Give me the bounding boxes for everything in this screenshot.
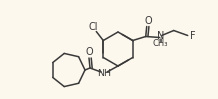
Text: CH₃: CH₃ [153, 39, 169, 48]
Text: N: N [157, 31, 164, 41]
Text: Cl: Cl [89, 21, 98, 31]
Text: O: O [144, 16, 152, 26]
Text: NH: NH [97, 69, 111, 78]
Text: F: F [190, 30, 196, 40]
Text: O: O [86, 47, 94, 57]
